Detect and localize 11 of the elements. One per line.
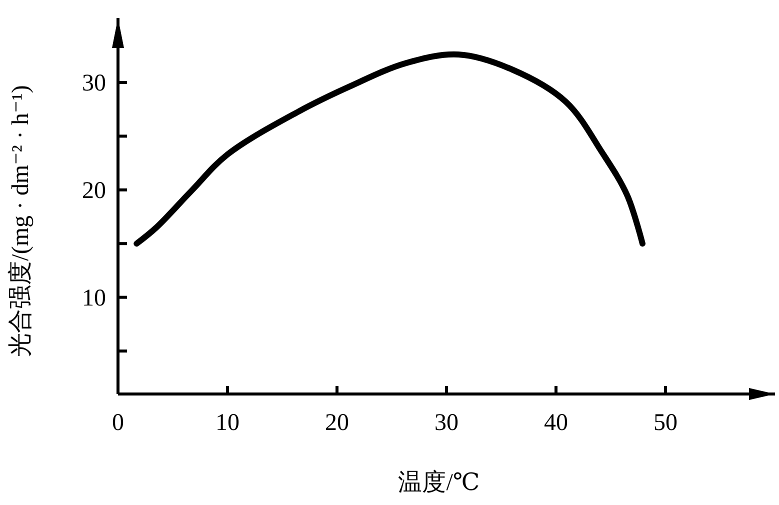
- x-axis-title: 温度/℃: [398, 469, 480, 496]
- x-tick-label: 50: [654, 410, 678, 436]
- y-tick-label: 20: [82, 178, 106, 204]
- y-tick-label: 10: [82, 285, 106, 312]
- x-tick-label: 20: [325, 410, 349, 436]
- y-axis-title: 光合强度/(mg · dm⁻² · h⁻¹): [7, 85, 34, 357]
- x-tick-label: 40: [544, 410, 568, 436]
- x-tick-label: 0: [112, 410, 124, 436]
- x-tick-label: 30: [434, 410, 458, 436]
- y-tick-label: 30: [82, 70, 106, 96]
- x-tick-label: 10: [216, 410, 240, 436]
